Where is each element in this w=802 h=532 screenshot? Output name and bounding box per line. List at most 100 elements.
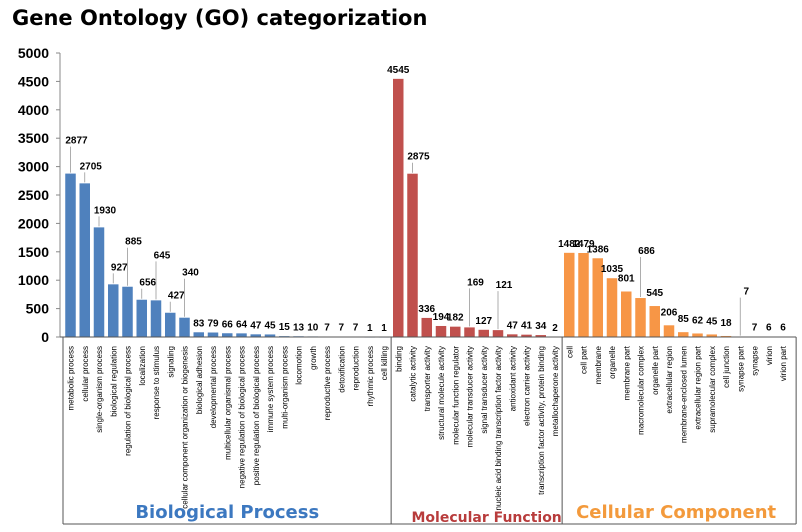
category-labels: metabolic process cellular process single-… [67,345,789,510]
category-label-membrane-part: membrane part [622,345,631,400]
value-label-signal-transducer-activity: 127 [475,316,492,327]
category-label-positive-regulation-of-biological-process: positive regulation of biological proces… [252,346,261,485]
bar-multicellular-organismal-process [222,333,233,337]
value-label-reproduction: 7 [353,323,359,334]
bar-macromolecular-complex [635,298,646,337]
value-label-metallochaperone-activity: 2 [552,323,558,334]
bar-transcription-factor-activity-protein-binding [535,335,546,337]
y-tick-label: 4500 [18,73,49,89]
y-tick-label: 2500 [18,187,49,203]
category-label-locomotion: locomotion [295,346,304,385]
value-label-synapse: 7 [752,323,758,334]
category-label-molecular-function-regulator: molecular function regulator [451,346,460,445]
value-label-growth: 10 [307,322,319,333]
value-label-response-to-stimulus: 645 [154,250,171,261]
value-label-locomotion: 13 [293,322,305,333]
category-label-reproduction: reproduction [352,346,361,390]
bar-developmental-process [207,332,219,337]
group-label-molecular-function: Molecular Function [411,510,561,526]
category-label-metabolic-process: metabolic process [67,346,76,410]
category-label-signal-transducer-activity: signal transducer activity [480,346,489,434]
bar-structural-molecule-activity [435,325,447,337]
y-tick-label: 1500 [18,244,49,260]
value-label-extracellular-region: 206 [661,307,678,318]
category-label-regulation-of-biological-process: regulation of biological process [124,346,133,456]
category-label-molecular-transducer-activity: molecular transducer activity [466,346,475,447]
category-label-multi-organism-process: multi-organism process [280,346,289,429]
bar-membrane-enclosed-lumen [678,332,689,337]
y-axis: 0 500 1000 1500 2000 2500 3000 3500 4000 4500 5000 [18,45,61,345]
category-label-cell-junction: cell junction [722,346,731,388]
y-tick-label: 3000 [18,159,49,175]
category-label-virion-part: virion part [779,345,788,381]
bars [65,78,789,338]
y-tick-label: 500 [26,301,50,317]
category-label-multicellular-organismal-process: multicellular organismal process [223,346,232,460]
value-label-biological-adhesion: 83 [193,318,205,329]
value-label-rhythmic-process: 1 [367,323,373,334]
value-label-single-organism-process: 1930 [94,205,117,216]
category-label-developmental-process: developmental process [209,346,218,428]
bar-cell-part [578,252,589,337]
value-label-signaling: 427 [168,291,185,302]
value-label-cell-killing: 1 [381,323,387,334]
value-label-detoxification: 7 [338,323,344,334]
category-label-virion: virion [765,346,774,365]
category-label-cell-part: cell part [580,345,589,374]
category-label-negative-regulation-of-biological-process: negative regulation of biological proces… [238,346,247,488]
bar-membrane [592,258,603,337]
category-label-signaling: signaling [166,346,175,378]
bar-signal-transducer-activity [478,329,489,337]
value-label-localization: 656 [139,278,156,289]
bar-cellular-component-organization-or-biogenesis [179,317,190,337]
value-label-membrane: 1386 [587,244,610,255]
bar-molecular-transducer-activity [464,327,475,337]
value-label-binding: 4545 [387,65,410,76]
bar-biological-regulation [108,284,119,337]
value-label-cell-part: 1479 [572,239,595,250]
value-label-metabolic-process: 2877 [65,136,88,147]
category-label-biological-adhesion: biological adhesion [195,346,204,414]
category-label-catalytic-activity: catalytic activity [409,346,418,402]
y-tick-label: 3500 [18,130,49,146]
bar-cell-junction [720,335,732,337]
bar-localization [136,299,147,337]
y-tick-label: 0 [41,329,49,345]
value-label-multi-organism-process: 15 [279,322,291,333]
category-label-membrane: membrane [594,345,603,384]
category-label-cell: cell [565,346,574,358]
y-tick-label: 4000 [18,102,49,118]
bar-cell [564,252,575,337]
category-label-biological-regulation: biological regulation [109,346,118,417]
bar-catalytic-activity [407,173,418,337]
value-label-macromolecular-complex: 686 [638,246,655,257]
chart-title: Gene Ontology (GO) categorization [12,6,428,30]
bar-molecular-function-regulator [450,326,461,337]
bar-biological-adhesion [193,332,204,337]
value-label-biological-regulation: 927 [111,262,128,273]
group-labels: Biological Process Molecular Function Cell… [135,502,776,526]
value-label-antioxidant-activity: 47 [507,320,519,331]
value-label-molecular-function-regulator: 182 [447,313,464,324]
category-label-membrane-enclosed-lumen: membrane-enclosed lumen [679,346,688,443]
value-label-molecular-transducer-activity: 169 [467,277,484,288]
group-label-cellular-component: Cellular Component [576,502,776,523]
y-tick-label: 5000 [18,45,49,61]
bar-single-organism-process [93,227,105,337]
group-label-biological-process: Biological Process [135,502,319,523]
bar-cellular-process [79,183,90,337]
bar-extracellular-region-part [692,333,703,337]
category-label-organelle-part: organelle part [651,345,660,395]
bar-antioxidant-activity [507,334,518,337]
value-label-structural-molecule-activity: 194 [433,312,450,323]
bar-response-to-stimulus [150,300,162,337]
value-label-nucleic-acid-binding-transcription-factor-activity: 121 [496,280,513,291]
y-tick-label: 2000 [18,215,49,231]
value-label-cellular-component-organization-or-biogenesis: 340 [182,268,199,279]
value-label-membrane-enclosed-lumen: 85 [678,314,690,325]
value-label-electron-carrier-activity: 41 [521,321,533,332]
category-label-cellular-component-organization-or-biogenesis: cellular component organization or bioge… [181,346,190,509]
category-label-reproductive-process: reproductive process [323,346,332,420]
value-label-immune-system-process: 45 [264,320,276,331]
